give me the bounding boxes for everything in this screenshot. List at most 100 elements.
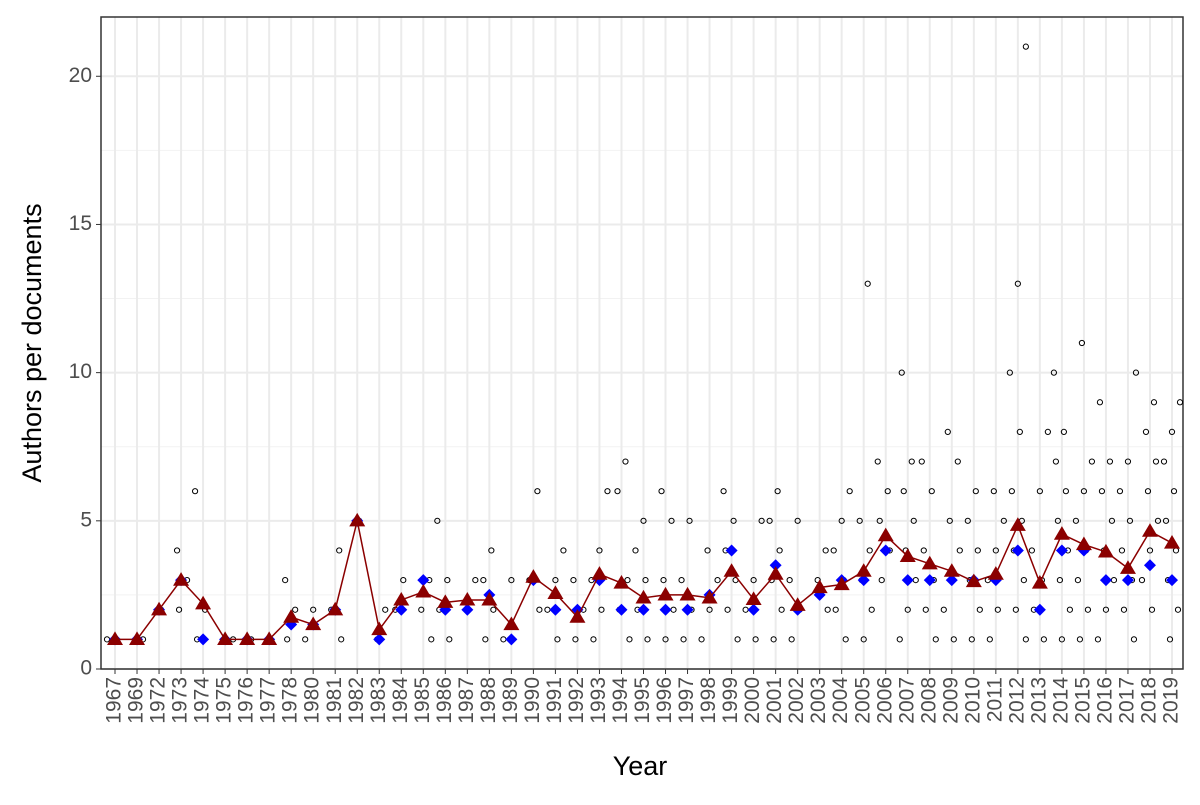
document-point bbox=[596, 547, 603, 554]
document-point bbox=[908, 458, 915, 465]
document-point bbox=[1050, 369, 1057, 376]
document-point bbox=[864, 280, 871, 287]
mean-marker bbox=[217, 631, 234, 645]
mean-marker bbox=[1119, 560, 1136, 574]
x-tick-label: 1994 bbox=[609, 677, 632, 724]
document-point bbox=[976, 606, 983, 613]
document-point bbox=[282, 576, 289, 584]
document-point bbox=[632, 547, 639, 554]
document-point bbox=[910, 517, 917, 524]
document-point bbox=[626, 636, 633, 643]
document-point bbox=[1008, 488, 1015, 495]
mean-marker bbox=[1075, 536, 1092, 551]
median-marker bbox=[1121, 574, 1134, 587]
median-marker bbox=[1143, 559, 1156, 572]
x-tick-label: 2018 bbox=[1138, 677, 1161, 724]
document-point bbox=[972, 488, 979, 495]
x-tick-label: 1976 bbox=[235, 677, 258, 724]
document-point bbox=[778, 606, 785, 613]
mean-marker bbox=[481, 591, 498, 606]
document-point bbox=[686, 517, 693, 524]
x-tick-label: 1978 bbox=[279, 677, 302, 724]
mean-marker bbox=[415, 583, 432, 598]
median-marker bbox=[725, 544, 738, 557]
document-point bbox=[884, 488, 891, 495]
document-point bbox=[604, 488, 611, 495]
document-point bbox=[954, 458, 961, 465]
mean-marker bbox=[635, 589, 652, 604]
median-marker bbox=[747, 603, 760, 616]
y-tick-label: 20 bbox=[69, 64, 92, 87]
document-point bbox=[788, 636, 795, 643]
document-point bbox=[758, 517, 765, 524]
mean-marker bbox=[833, 576, 850, 591]
document-point bbox=[488, 547, 495, 554]
mean-marker bbox=[239, 631, 256, 645]
x-tick-label: 1985 bbox=[411, 677, 434, 724]
document-point bbox=[1152, 458, 1160, 465]
document-point bbox=[1154, 517, 1162, 524]
document-point bbox=[1102, 606, 1110, 613]
x-tick-label: 2011 bbox=[983, 677, 1006, 722]
x-tick-label: 1972 bbox=[147, 677, 170, 724]
document-point bbox=[418, 606, 425, 613]
mean-marker bbox=[459, 591, 476, 606]
document-point bbox=[622, 458, 629, 465]
document-point bbox=[968, 636, 975, 643]
document-point bbox=[614, 488, 621, 495]
document-point bbox=[428, 636, 435, 643]
document-point bbox=[482, 636, 489, 643]
document-point bbox=[940, 606, 947, 613]
x-tick-label: 1988 bbox=[477, 677, 500, 724]
document-point bbox=[956, 547, 963, 554]
document-point bbox=[472, 576, 479, 584]
document-point bbox=[1088, 458, 1096, 465]
mean-marker bbox=[1097, 543, 1114, 558]
x-tick-label: 2012 bbox=[1005, 677, 1028, 724]
x-tick-label: 1998 bbox=[697, 677, 720, 724]
mean-marker bbox=[1141, 523, 1158, 537]
y-tick-label: 15 bbox=[69, 212, 92, 235]
document-point bbox=[704, 547, 711, 554]
median-marker bbox=[1033, 603, 1046, 616]
document-point bbox=[1124, 458, 1132, 465]
x-tick-label: 2007 bbox=[895, 677, 918, 724]
document-point bbox=[964, 517, 971, 524]
x-tick-label: 1977 bbox=[257, 677, 280, 724]
document-point bbox=[868, 606, 875, 613]
document-point bbox=[786, 576, 793, 584]
document-point bbox=[900, 488, 907, 495]
document-point bbox=[920, 547, 927, 554]
document-point bbox=[508, 576, 515, 584]
document-point bbox=[1126, 517, 1134, 524]
document-point bbox=[1176, 399, 1184, 406]
x-tick-label: 1996 bbox=[653, 677, 676, 724]
mean-marker bbox=[261, 631, 278, 645]
document-point bbox=[774, 488, 781, 495]
document-point bbox=[678, 576, 685, 584]
median-marker bbox=[417, 574, 430, 587]
document-point bbox=[658, 488, 665, 495]
document-point bbox=[175, 606, 183, 613]
document-point bbox=[1078, 339, 1086, 347]
document-point bbox=[1170, 488, 1178, 495]
mean-marker bbox=[1009, 517, 1026, 531]
document-point bbox=[750, 576, 757, 584]
median-marker bbox=[1166, 574, 1178, 587]
x-tick-label: 1975 bbox=[213, 677, 236, 724]
document-point bbox=[1146, 547, 1154, 554]
document-point bbox=[640, 517, 647, 524]
mean-marker bbox=[899, 548, 916, 562]
document-point bbox=[990, 488, 997, 495]
document-point bbox=[838, 517, 845, 524]
document-point bbox=[1036, 488, 1043, 495]
x-tick-label: 2016 bbox=[1093, 677, 1116, 724]
median-marker bbox=[395, 603, 408, 616]
document-point bbox=[1072, 517, 1080, 524]
document-point bbox=[1058, 636, 1065, 643]
mean-marker bbox=[349, 512, 366, 527]
mean-marker bbox=[371, 621, 388, 636]
document-point bbox=[284, 636, 291, 643]
document-point bbox=[336, 547, 343, 554]
